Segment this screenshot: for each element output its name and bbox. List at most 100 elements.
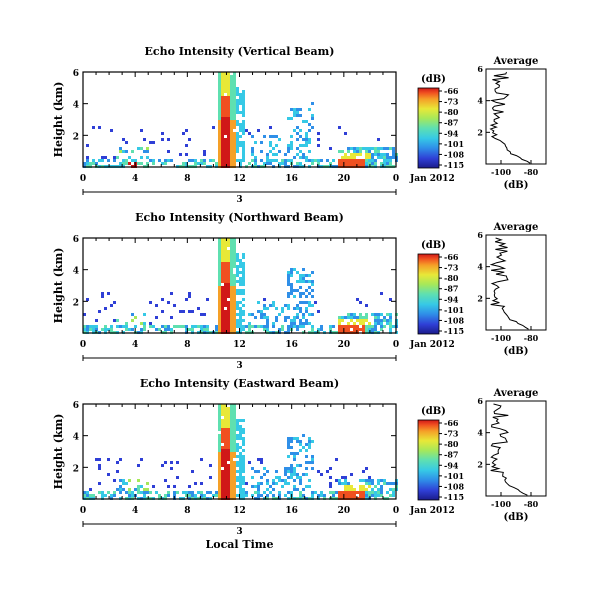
heatmap-cell [116, 470, 119, 473]
heatmap-cell [221, 310, 224, 313]
average-xlabel: (dB) [504, 512, 529, 523]
heatmap-cell [320, 491, 323, 494]
heatmap-cell [278, 150, 281, 153]
heatmap-cell [236, 292, 239, 295]
heatmap-cell [122, 479, 125, 482]
heatmap-cell [137, 485, 140, 488]
heatmap-cell [224, 319, 227, 322]
heatmap-cell [287, 271, 290, 274]
colorbar-tick-label: -115 [444, 326, 464, 336]
heatmap-cell [224, 286, 227, 289]
heatmap-cell [296, 153, 299, 156]
heatmap-cell [371, 325, 374, 328]
heatmap-cell [89, 325, 92, 328]
heatmap-cell [260, 316, 263, 319]
heatmap-cell [218, 416, 221, 419]
heatmap-cell [386, 491, 389, 494]
heatmap-cell [110, 304, 113, 307]
heatmap-cell [236, 150, 239, 153]
heatmap-cell [227, 440, 230, 443]
heatmap-cell [218, 72, 221, 75]
heatmap-cell [227, 446, 230, 449]
heatmap-cell [218, 262, 221, 265]
heatmap-cell [389, 147, 392, 150]
heatmap-cell [293, 319, 296, 322]
heatmap-cell [230, 268, 233, 271]
heatmap-cell [131, 494, 134, 497]
heatmap-cell [272, 304, 275, 307]
heatmap-cell [308, 479, 311, 482]
heatmap-cell [104, 328, 107, 331]
heatmap-cell [287, 437, 290, 440]
heatmap-cell [227, 482, 230, 485]
heatmap-cell [371, 153, 374, 156]
heatmap-cell [362, 325, 365, 328]
heatmap-cell [230, 238, 233, 241]
heatmap-cell [227, 93, 230, 96]
heatmap-cell [368, 322, 371, 325]
heatmap-cell [377, 150, 380, 153]
heatmap-cell [356, 319, 359, 322]
heatmap-cell [221, 464, 224, 467]
heatmap-cell [230, 99, 233, 102]
heatmap-cell [290, 271, 293, 274]
heatmap-cell [194, 494, 197, 497]
heatmap-cell [239, 437, 242, 440]
heatmap-cell [257, 458, 260, 461]
heatmap-cell [230, 75, 233, 78]
y-axis-label: Height (km) [52, 248, 65, 324]
heatmap-cell [218, 286, 221, 289]
heatmap-cell [347, 150, 350, 153]
heatmap-cell [149, 159, 152, 162]
heatmap-cell [296, 132, 299, 135]
heatmap-cell [218, 138, 221, 141]
heatmap-cell [119, 458, 122, 461]
heatmap-cell [179, 325, 182, 328]
heatmap-cell [230, 301, 233, 304]
heatmap-cell [227, 425, 230, 428]
heatmap-cell [347, 147, 350, 150]
heatmap-cell [83, 328, 86, 331]
heatmap-cell [299, 292, 302, 295]
heatmap-cell [224, 467, 227, 470]
heatmap-cell [242, 482, 245, 485]
heatmap-cell [221, 295, 224, 298]
heatmap-cell [86, 491, 89, 494]
heatmap-cell [221, 428, 224, 431]
heatmap-cell [182, 162, 185, 165]
heatmap-cell [218, 129, 221, 132]
heatmap-cell [290, 464, 293, 467]
heatmap-cell [311, 494, 314, 497]
heatmap-cell [230, 449, 233, 452]
heatmap-cell [188, 491, 191, 494]
heatmap-cell [377, 491, 380, 494]
heatmap-cell [221, 153, 224, 156]
heatmap-cell [266, 470, 269, 473]
heatmap-cell [236, 268, 239, 271]
heatmap-cell [242, 319, 245, 322]
heatmap-cell [218, 162, 221, 165]
heatmap-cell [338, 322, 341, 325]
date-label: Jan 2012 [409, 506, 455, 516]
heatmap-cell [236, 123, 239, 126]
heatmap-cell [224, 123, 227, 126]
heatmap-cell [236, 446, 239, 449]
heatmap-cell [374, 325, 377, 328]
heatmap-cell [353, 494, 356, 497]
heatmap-cell [107, 328, 110, 331]
heatmap-cell [173, 304, 176, 307]
heatmap-cell [86, 159, 89, 162]
heatmap-cell [302, 494, 305, 497]
heatmap-cell [221, 461, 224, 464]
heatmap-cell [239, 271, 242, 274]
heatmap-cell [236, 455, 239, 458]
heatmap-cell [365, 147, 368, 150]
heatmap-cell [83, 491, 86, 494]
heatmap-cell [221, 479, 224, 482]
heatmap-cell [389, 156, 392, 159]
heatmap-cell [341, 316, 344, 319]
heatmap-cell [242, 141, 245, 144]
heatmap-cell [221, 265, 224, 268]
heatmap-cell [236, 461, 239, 464]
heatmap-cell [239, 126, 242, 129]
